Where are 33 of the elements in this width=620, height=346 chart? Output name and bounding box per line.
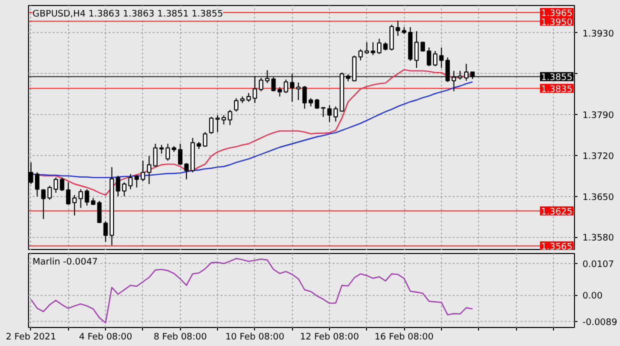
candlestick	[228, 109, 232, 126]
x-tick-label: 2 Feb 2021	[6, 332, 56, 342]
x-tick-label: 8 Feb 08:00	[154, 332, 208, 342]
x-tick-label: 10 Feb 08:00	[225, 332, 285, 342]
line-series	[30, 258, 474, 324]
y-tick-label: 0.00	[582, 292, 603, 302]
y-tick-label: 1.3790	[582, 111, 614, 122]
y-tick-label: -0.0089	[582, 318, 618, 328]
candlestick	[426, 47, 432, 67]
y-tick-label: 1.3720	[582, 152, 614, 162]
candlestick	[202, 132, 208, 148]
candlestick	[34, 172, 40, 197]
ref-line-label: 1.3965	[541, 9, 573, 19]
text: GBPUSD,H4 1.3863 1.3863 1.3851 1.3855	[32, 10, 224, 20]
ref-line-label: 1.3625	[541, 207, 573, 218]
y-tick-label: 1.3930	[582, 29, 614, 40]
x-tick-label: 16 Feb 08:00	[374, 332, 434, 342]
ref-line-label: 1.3855	[541, 73, 573, 84]
y-tick-label: 0.0107	[582, 260, 614, 270]
candlestick	[234, 98, 238, 112]
x-tick-label: 12 Feb 08:00	[300, 332, 360, 342]
x-tick-label: 4 Feb 08:00	[78, 332, 133, 342]
y-tick-label: 1.3650	[582, 192, 614, 203]
chart-title: Marlin -0.0047	[32, 258, 98, 268]
ref-line-label: 1.3835	[541, 84, 573, 95]
candlestick	[41, 188, 46, 220]
y-tick-label: 1.3580	[582, 234, 614, 244]
ref-line-label: 1.3950	[541, 18, 573, 28]
ref-line-label: 1.3565	[541, 242, 573, 252]
candlestick	[128, 174, 133, 190]
candlestick	[370, 42, 376, 56]
candlestick	[72, 194, 77, 216]
candlestick	[209, 116, 214, 134]
